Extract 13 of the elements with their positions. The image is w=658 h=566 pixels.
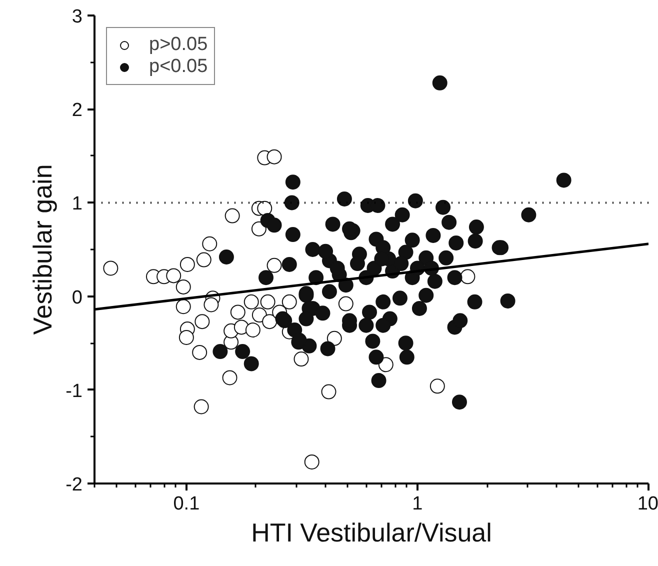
y-tick-label: 1 [72,194,83,215]
y-tick-label: -1 [66,380,83,402]
legend-label: p>0.05 [149,34,208,56]
y-tick-label: 2 [72,100,83,122]
x-tick-label: 0.1 [173,494,200,514]
legend-label: p<0.05 [149,56,208,78]
y-tick-label: 0 [72,287,83,308]
y-tick-label: 3 [72,6,83,28]
y-tick-label: -2 [66,474,83,496]
y-axis-title: Vestibular gain [28,164,58,335]
x-axis-title: HTI Vestibular/Visual [251,518,492,548]
x-tick-label: 1 [412,494,423,514]
x-tick-label: 10 [637,494,658,514]
